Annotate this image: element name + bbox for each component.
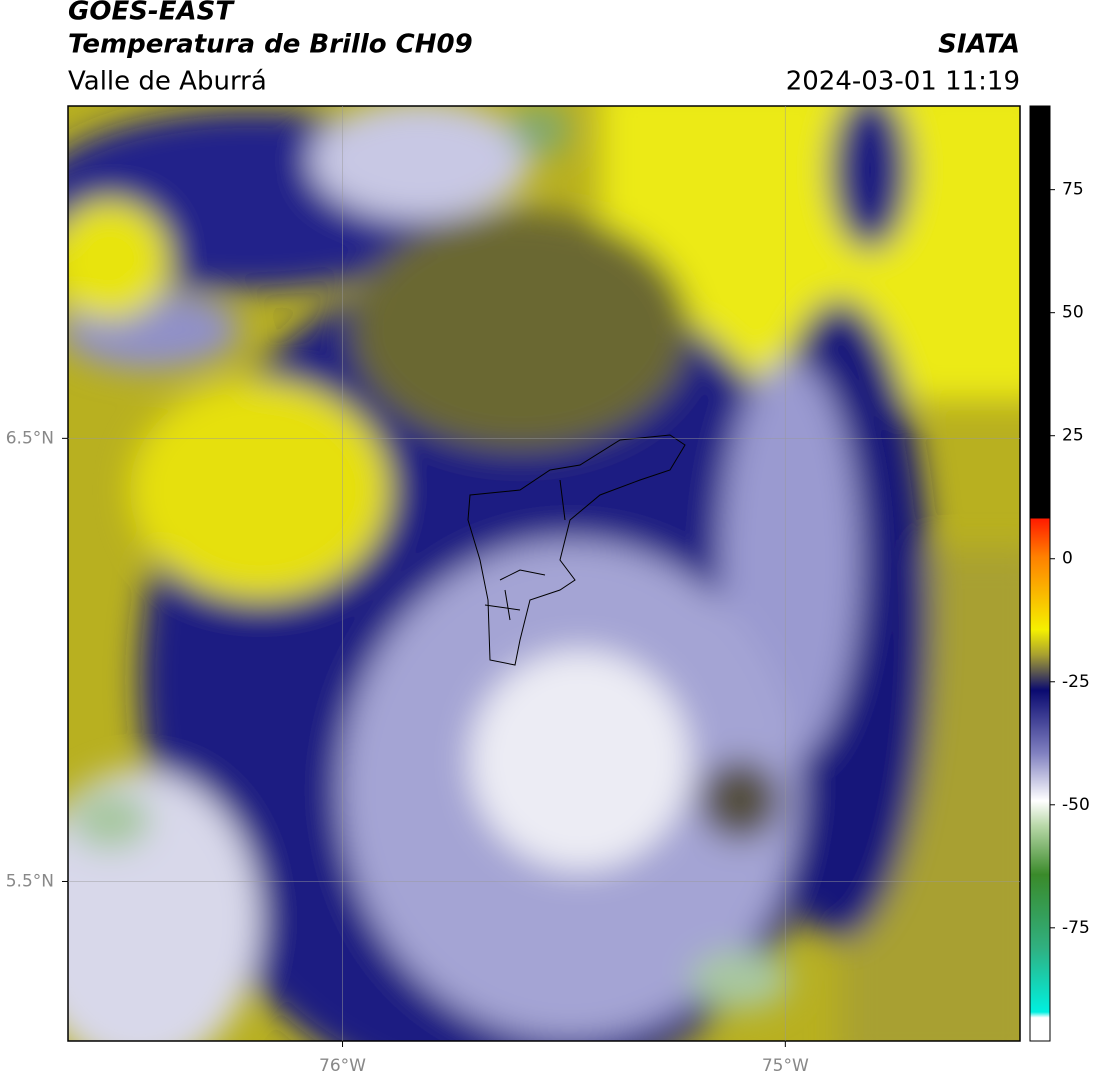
source: SIATA [938, 30, 1020, 60]
colorbar-label: -25 [1062, 672, 1090, 692]
colorbar-label: 75 [1062, 180, 1084, 200]
colorbar [1029, 105, 1051, 1042]
map-frame [67, 105, 1021, 1042]
colorbar-label: -50 [1062, 795, 1090, 815]
region: Valle de Aburrá [68, 67, 267, 97]
timestamp: 2024-03-01 11:19 [786, 67, 1020, 97]
lon-label: 75°W [762, 1056, 809, 1076]
municipal-boundaries [467, 434, 686, 666]
satellite-image [68, 106, 1020, 1041]
colorbar-label: 25 [1062, 426, 1084, 446]
colorbar-label: 0 [1062, 549, 1073, 569]
title: GOES-EAST [68, 0, 235, 27]
lat-label: 6.5°N [6, 428, 54, 448]
lat-label: 5.5°N [6, 871, 54, 891]
colorbar-label: -75 [1062, 918, 1090, 938]
colorbar-label: 50 [1062, 303, 1084, 323]
lon-label: 76°W [319, 1056, 366, 1076]
subtitle: Temperatura de Brillo CH09 [68, 30, 473, 60]
